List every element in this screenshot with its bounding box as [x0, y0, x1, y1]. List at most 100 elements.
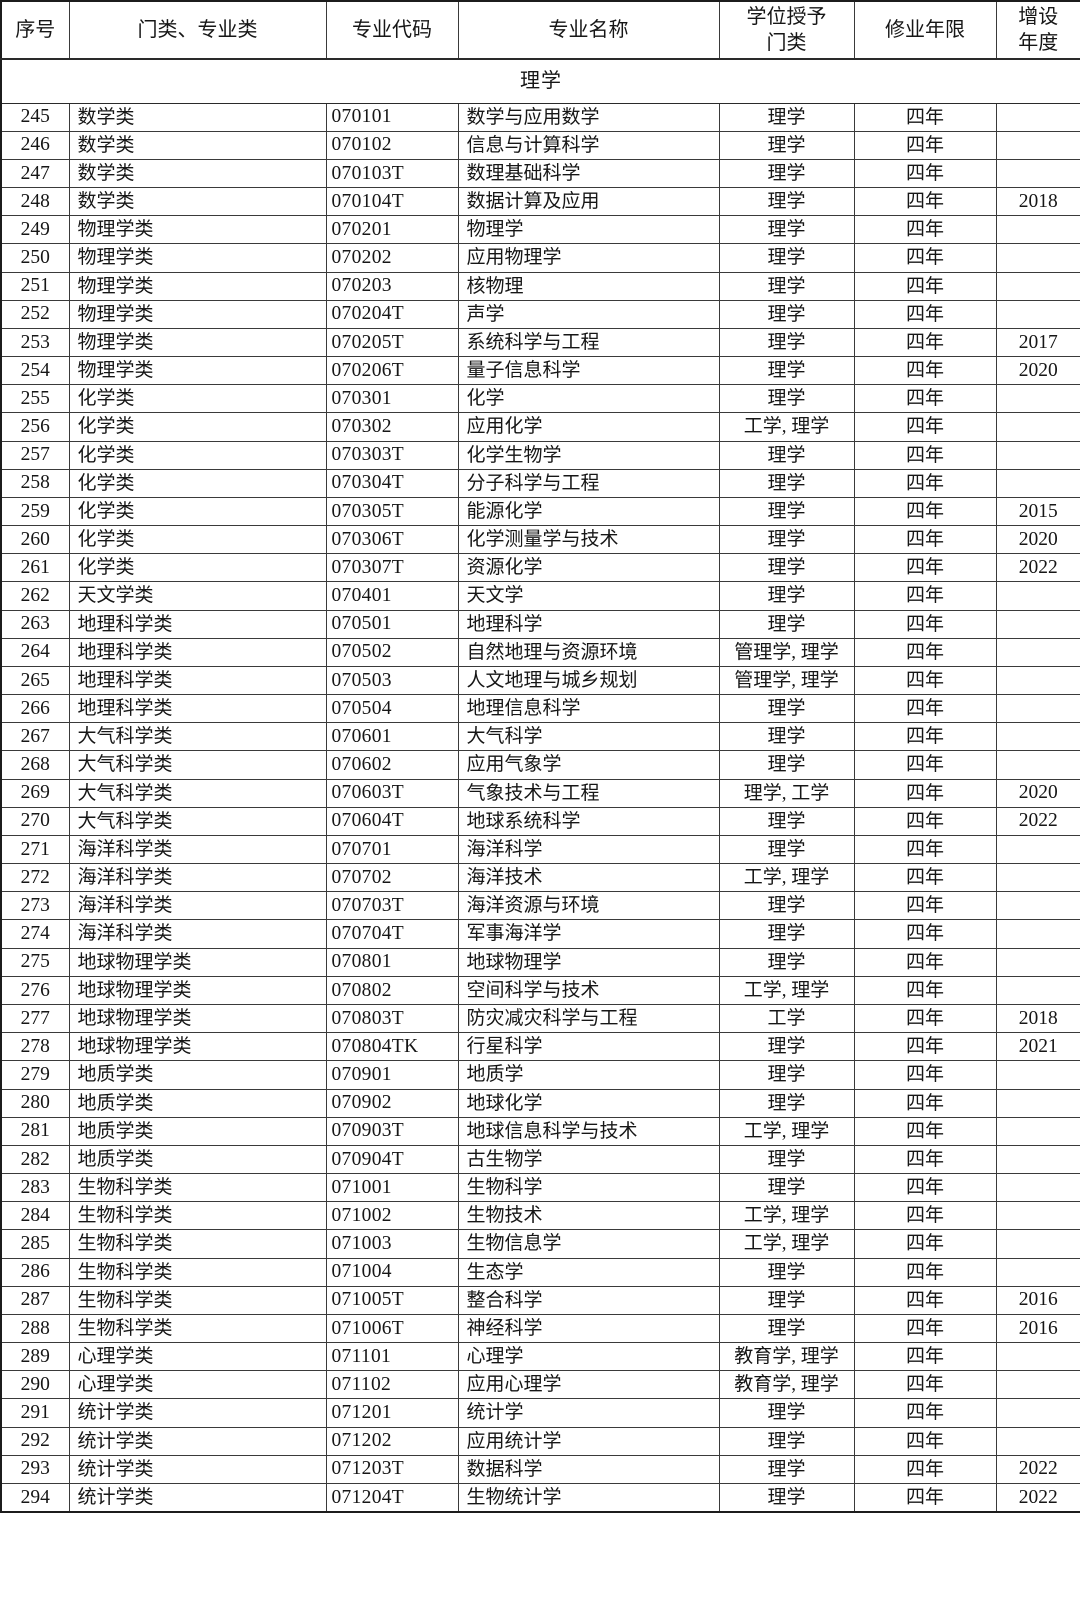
cell-serial: 251 [0, 271, 70, 301]
cell-code: 071004 [325, 1257, 459, 1287]
cell-name: 空间科学与技术 [457, 975, 720, 1006]
cell-serial: 292 [0, 1426, 70, 1456]
cell-name: 地质学 [457, 1060, 720, 1090]
cell-duration: 四年 [853, 327, 997, 358]
cell-year: 2020 [995, 356, 1080, 386]
cell-serial: 294 [0, 1482, 70, 1513]
cell-year [995, 1398, 1080, 1428]
cell-category: 海洋科学类 [68, 891, 327, 921]
cell-year [995, 919, 1080, 949]
cell-serial: 284 [0, 1201, 70, 1231]
cell-duration: 四年 [853, 1032, 997, 1062]
cell-category: 生物科学类 [68, 1201, 327, 1231]
cell-degree: 理学 [718, 468, 855, 498]
cell-year [995, 1370, 1080, 1400]
cell-code: 070601 [325, 722, 459, 752]
cell-name: 生物技术 [457, 1201, 720, 1231]
cell-year: 2017 [995, 327, 1080, 358]
cell-code: 070602 [325, 750, 459, 780]
cell-year: 2015 [995, 496, 1080, 527]
cell-degree: 理学 [718, 525, 855, 555]
cell-year [995, 1342, 1080, 1372]
cell-name: 能源化学 [457, 496, 720, 527]
cell-category: 心理学类 [68, 1342, 327, 1372]
cell-year [995, 215, 1080, 245]
cell-serial: 260 [0, 525, 70, 555]
cell-serial: 277 [0, 1003, 70, 1034]
cell-duration: 四年 [853, 1003, 997, 1034]
cell-serial: 287 [0, 1285, 70, 1315]
cell-category: 统计学类 [68, 1482, 327, 1513]
cell-category: 统计学类 [68, 1398, 327, 1428]
table-row: 278 地球物理学类 070804TK 行星科学 理学 四年 2021 [0, 1032, 1080, 1062]
cell-name: 系统科学与工程 [457, 327, 720, 358]
table-row: 286 生物科学类 071004 生态学 理学 四年 [0, 1257, 1080, 1287]
table-row: 245 数学类 070101 数学与应用数学 理学 四年 [0, 102, 1080, 132]
cell-degree: 理学 [718, 1398, 855, 1428]
cell-code: 070901 [325, 1060, 459, 1090]
cell-code: 071002 [325, 1201, 459, 1231]
cell-category: 地质学类 [68, 1144, 327, 1175]
cell-degree: 工学, 理学 [718, 975, 855, 1006]
cell-duration: 四年 [853, 1201, 997, 1231]
table-row: 269 大气科学类 070603T 气象技术与工程 理学, 工学 四年 2020 [0, 778, 1080, 808]
cell-category: 地球物理学类 [68, 1003, 327, 1034]
cell-code: 070603T [325, 778, 459, 808]
header-year: 增设 年度 [995, 0, 1080, 60]
header-name: 专业名称 [457, 0, 720, 60]
cell-degree: 理学 [718, 158, 855, 189]
cell-serial: 249 [0, 215, 70, 245]
header-row: 序号 门类、专业类 专业代码 专业名称 学位授予 门类 修业年限 增设 年度 [0, 0, 1080, 60]
cell-duration: 四年 [853, 412, 997, 442]
cell-degree: 理学 [718, 215, 855, 245]
cell-serial: 257 [0, 440, 70, 470]
cell-duration: 四年 [853, 1229, 997, 1259]
cell-code: 070902 [325, 1088, 459, 1118]
table-row: 253 物理学类 070205T 系统科学与工程 理学 四年 2017 [0, 327, 1080, 358]
cell-serial: 265 [0, 665, 70, 696]
cell-duration: 四年 [853, 1285, 997, 1315]
cell-duration: 四年 [853, 1257, 997, 1287]
cell-category: 地质学类 [68, 1116, 327, 1146]
cell-degree: 工学, 理学 [718, 863, 855, 893]
cell-serial: 293 [0, 1454, 70, 1484]
cell-code: 070206T [325, 356, 459, 386]
cell-code: 070203 [325, 271, 459, 301]
cell-year [995, 609, 1080, 639]
cell-year: 2021 [995, 1032, 1080, 1062]
cell-name: 核物理 [457, 271, 720, 301]
cell-category: 数学类 [68, 102, 327, 132]
cell-degree: 工学, 理学 [718, 1116, 855, 1146]
cell-degree: 理学 [718, 327, 855, 358]
cell-name: 应用化学 [457, 412, 720, 442]
cell-serial: 283 [0, 1173, 70, 1203]
cell-name: 信息与计算科学 [457, 130, 720, 160]
cell-category: 化学类 [68, 553, 327, 583]
table-row: 262 天文学类 070401 天文学 理学 四年 [0, 581, 1080, 611]
cell-year [995, 834, 1080, 865]
cell-serial: 255 [0, 384, 70, 414]
cell-category: 统计学类 [68, 1426, 327, 1456]
header-duration: 修业年限 [853, 0, 997, 60]
cell-category: 生物科学类 [68, 1173, 327, 1203]
cell-year [995, 1173, 1080, 1203]
cell-year [995, 975, 1080, 1006]
cell-degree: 理学 [718, 1454, 855, 1484]
cell-serial: 264 [0, 637, 70, 667]
cell-year [995, 637, 1080, 667]
table-row: 263 地理科学类 070501 地理科学 理学 四年 [0, 609, 1080, 639]
cell-degree: 理学 [718, 1313, 855, 1344]
cell-serial: 254 [0, 356, 70, 386]
cell-year [995, 1229, 1080, 1259]
cell-category: 地球物理学类 [68, 1032, 327, 1062]
cell-year [995, 947, 1080, 977]
cell-name: 海洋资源与环境 [457, 891, 720, 921]
cell-degree: 理学 [718, 947, 855, 977]
table-row: 272 海洋科学类 070702 海洋技术 工学, 理学 四年 [0, 863, 1080, 893]
cell-category: 大气科学类 [68, 778, 327, 808]
cell-name: 声学 [457, 299, 720, 329]
table-row: 268 大气科学类 070602 应用气象学 理学 四年 [0, 750, 1080, 780]
table-row: 267 大气科学类 070601 大气科学 理学 四年 [0, 722, 1080, 752]
cell-code: 070301 [325, 384, 459, 414]
cell-serial: 271 [0, 834, 70, 865]
